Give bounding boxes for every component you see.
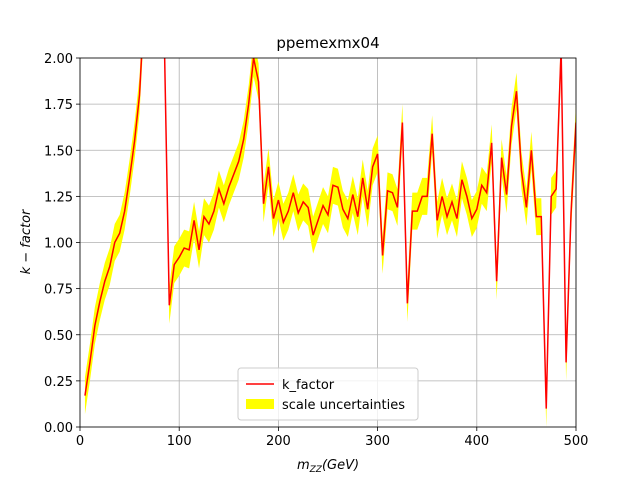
y-tick-label: 0.25 xyxy=(44,375,73,390)
y-tick-label: 2.00 xyxy=(44,52,73,67)
x-axis-label: mZZ(GeV) xyxy=(297,458,359,475)
y-tick-label: 1.25 xyxy=(44,190,73,205)
x-label-sub: ZZ xyxy=(309,465,323,475)
x-tick-label: 300 xyxy=(365,434,390,449)
y-tick-label: 1.75 xyxy=(44,98,73,113)
y-tick-label: 1.50 xyxy=(44,144,73,159)
uncertainty-band xyxy=(84,58,576,427)
y-tick-label: 1.00 xyxy=(44,237,73,252)
x-tick-label: 0 xyxy=(76,434,84,449)
x-label-base: m xyxy=(297,458,310,473)
y-tick-label: 0.50 xyxy=(44,329,73,344)
y-axis-label: k − factor xyxy=(19,208,34,274)
x-tick-label: 400 xyxy=(464,434,489,449)
legend-label: k_factor xyxy=(282,378,335,393)
chart-title: ppemexmx04 xyxy=(276,34,379,52)
x-label-rest: (GeV) xyxy=(322,458,359,473)
y-tick-label: 0.75 xyxy=(44,283,73,298)
x-tick-label: 500 xyxy=(564,434,589,449)
plot-area xyxy=(84,58,576,427)
x-tick-label: 100 xyxy=(167,434,192,449)
legend-label: scale uncertainties xyxy=(282,398,405,413)
ticks: 0 100 200 300 400 500 0.00 0.25 0.50 0.75 1.00 1.25… xyxy=(44,52,588,449)
legend-swatch xyxy=(246,399,274,409)
k-factor-line xyxy=(84,58,576,409)
y-tick-label: 0.00 xyxy=(44,421,73,436)
x-tick-label: 200 xyxy=(266,434,291,449)
legend-box xyxy=(237,367,419,421)
